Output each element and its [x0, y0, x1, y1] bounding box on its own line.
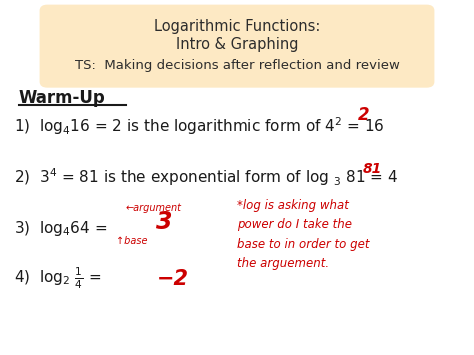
- Text: Intro & Graphing: Intro & Graphing: [176, 37, 298, 52]
- Text: *log is asking what
power do I take the
base to in order to get
the arguement.: *log is asking what power do I take the …: [237, 198, 370, 270]
- Text: 2)  $3^4$ = 81 is the exponential form of log $_{3}$ 81 = 4: 2) $3^4$ = 81 is the exponential form of…: [14, 166, 398, 189]
- Text: 3)  $\mathregular{log_4}$64 =: 3) $\mathregular{log_4}$64 =: [14, 219, 108, 239]
- Text: ↑base: ↑base: [116, 236, 147, 246]
- Text: 2: 2: [358, 106, 370, 124]
- Text: 4)  $\mathregular{log_2}$ $\frac{1}{4}$ =: 4) $\mathregular{log_2}$ $\frac{1}{4}$ =: [14, 266, 102, 291]
- Text: 81: 81: [363, 162, 382, 176]
- Text: 3: 3: [156, 210, 173, 234]
- Text: TS:  Making decisions after reflection and review: TS: Making decisions after reflection an…: [74, 59, 400, 72]
- Text: −2: −2: [156, 269, 189, 289]
- Text: Warm-Up: Warm-Up: [19, 89, 106, 106]
- Text: ←argument: ←argument: [126, 203, 182, 213]
- Text: Logarithmic Functions:: Logarithmic Functions:: [154, 19, 320, 34]
- FancyBboxPatch shape: [40, 5, 434, 87]
- Text: 1)  $\mathregular{log_4}$16 = 2 is the logarithmic form of 4$^2$ = 16: 1) $\mathregular{log_4}$16 = 2 is the lo…: [14, 115, 385, 137]
